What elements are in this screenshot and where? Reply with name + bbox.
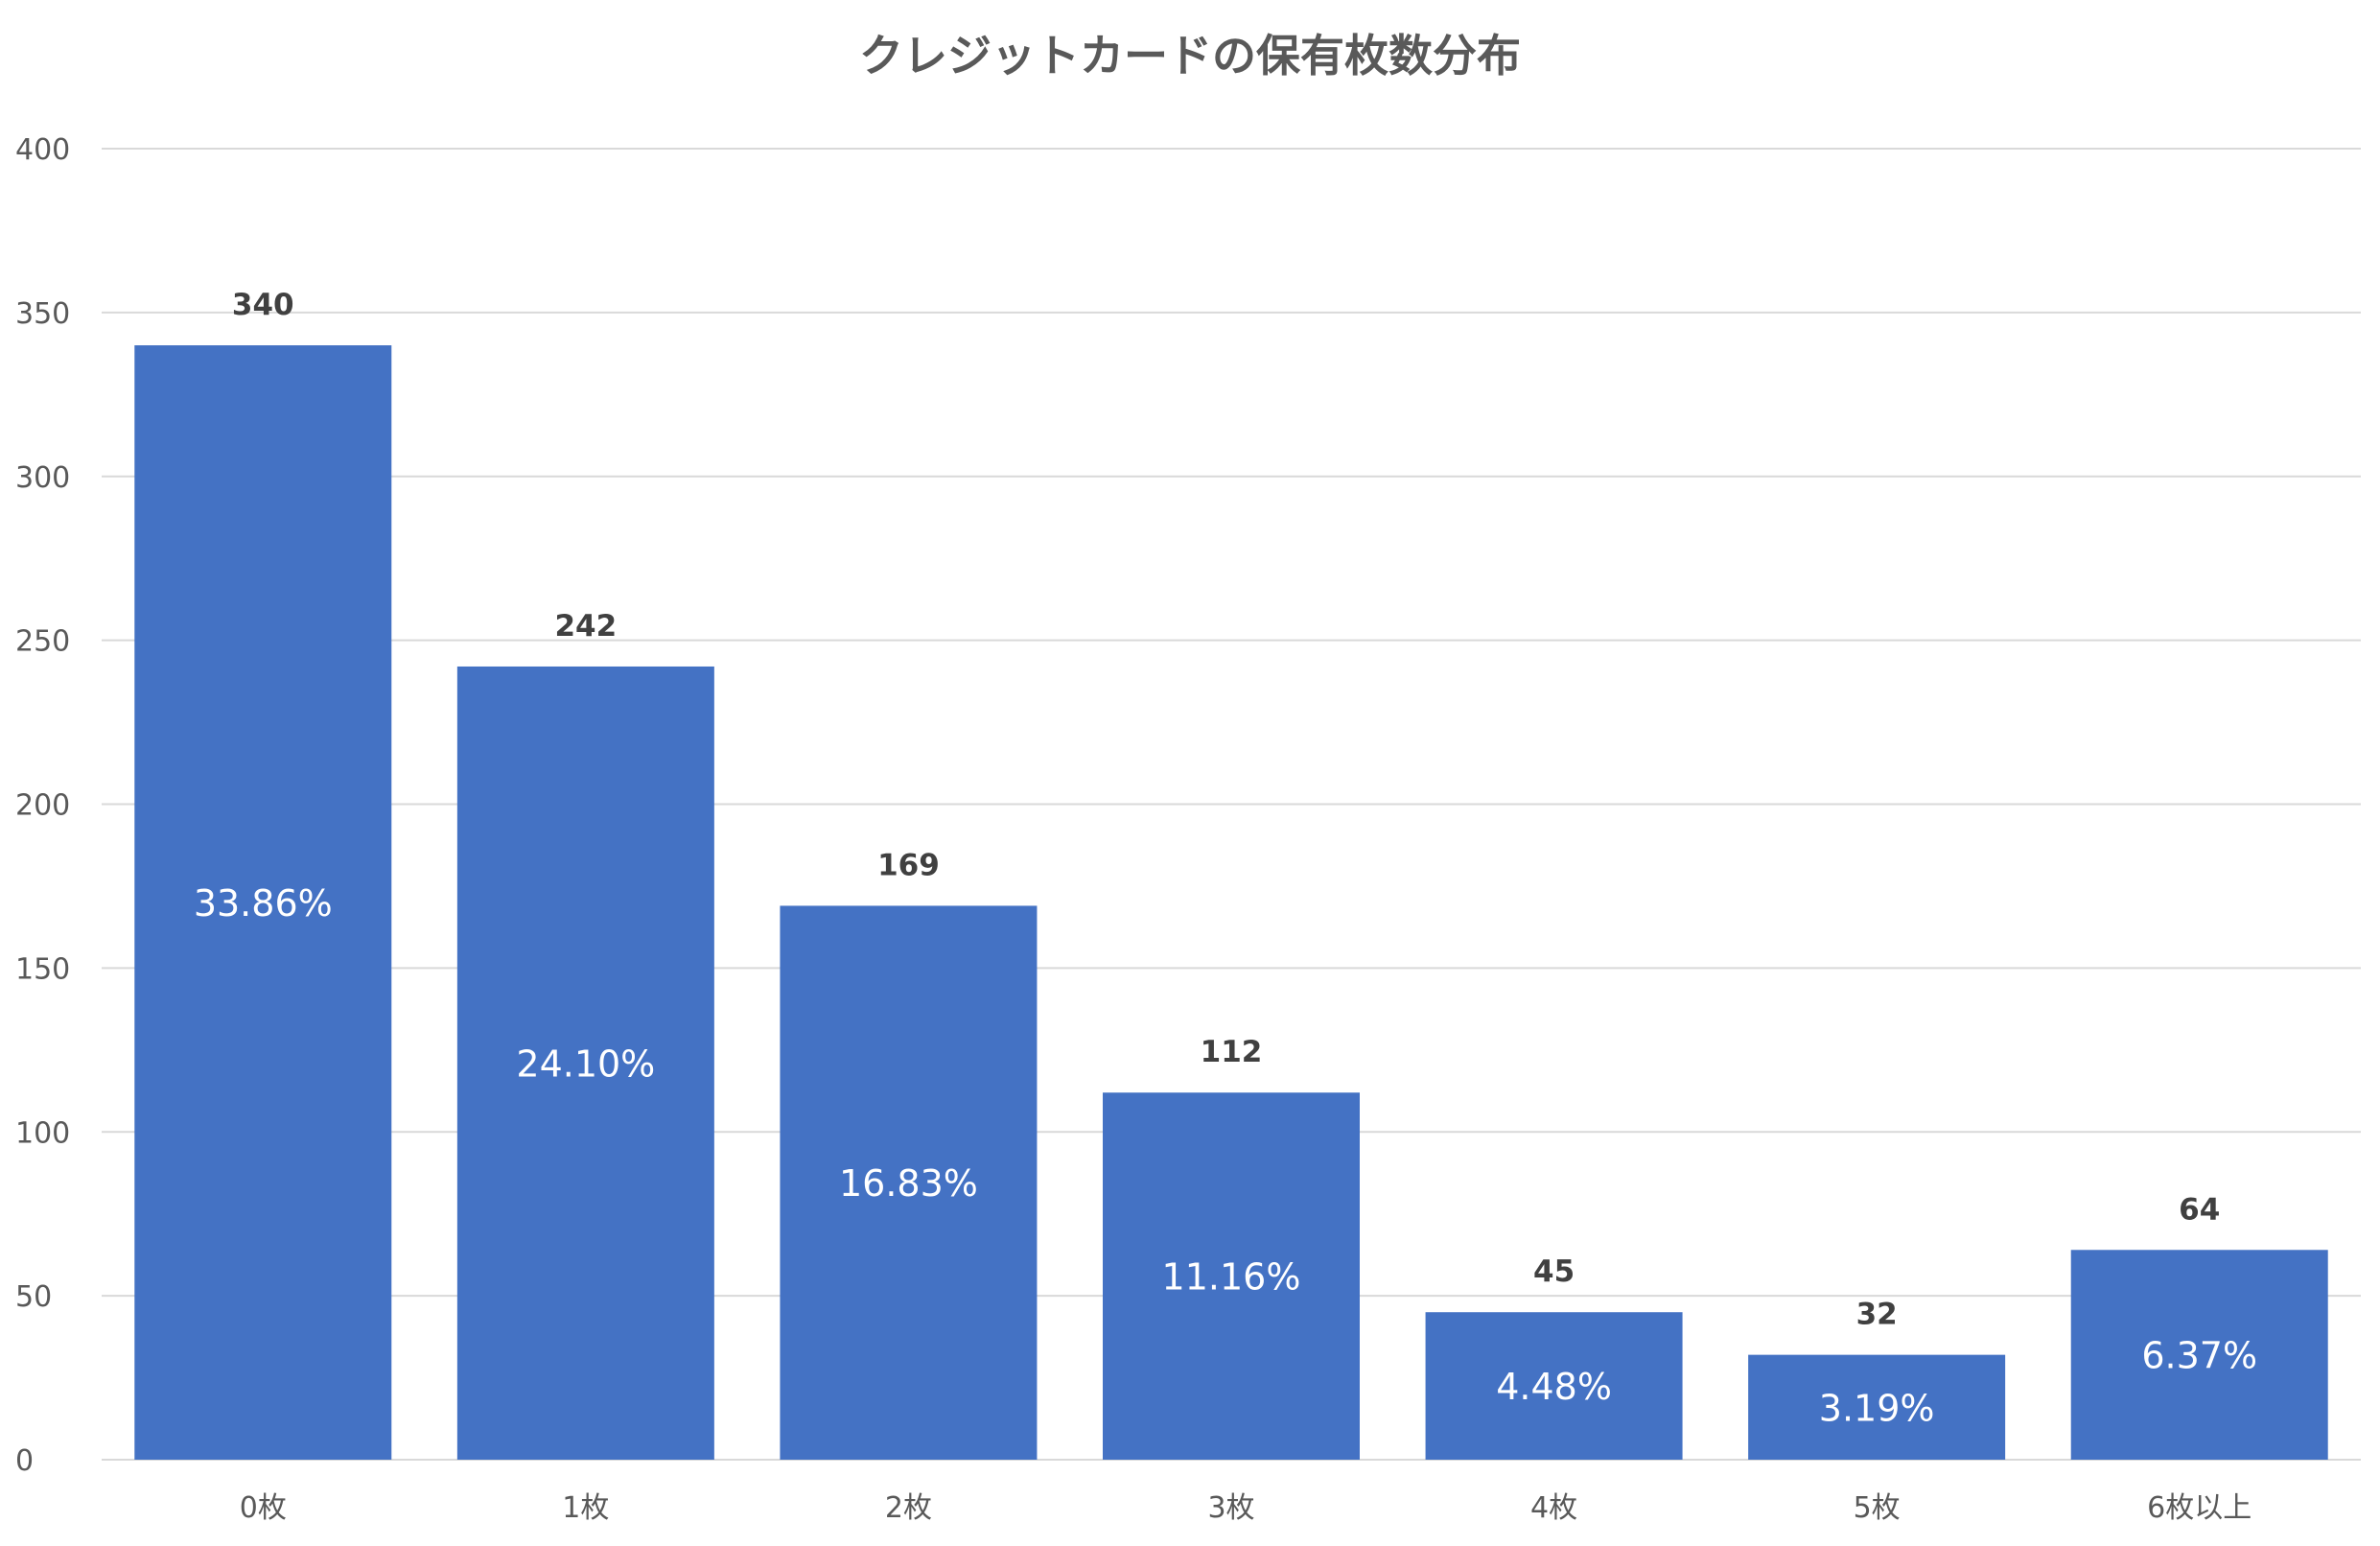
bars — [134, 345, 2328, 1460]
y-tick-label: 350 — [15, 297, 70, 331]
bar-value-label: 64 — [2179, 1192, 2220, 1227]
x-tick-label: 3枚 — [1207, 1491, 1254, 1525]
y-tick-label: 0 — [15, 1444, 34, 1478]
chart-title: クレジットカードの保有枚数分布 — [859, 30, 1521, 82]
x-tick-label: 2枚 — [885, 1491, 932, 1525]
x-tick-label: 0枚 — [240, 1491, 287, 1525]
bar-value-label: 45 — [1533, 1254, 1575, 1289]
bar — [780, 905, 1038, 1460]
bar-percent-label: 24.10% — [516, 1042, 655, 1085]
bar-percent-label: 6.37% — [2141, 1335, 2257, 1377]
data-labels: 340 33.86% 242 24.10% 169 16.83% 112 11.16% 45 4.… — [194, 288, 2257, 1429]
x-tick-label: 4枚 — [1530, 1491, 1577, 1525]
y-tick-label: 50 — [15, 1280, 52, 1314]
y-axis-tick-labels: 0 50 100 150 200 250 300 350 400 — [15, 133, 70, 1478]
x-tick-label: 5枚 — [1854, 1491, 1901, 1525]
y-tick-label: 300 — [15, 461, 70, 495]
bar-percent-label: 16.83% — [839, 1162, 978, 1205]
bar-value-label: 242 — [554, 609, 617, 644]
x-tick-label: 1枚 — [562, 1491, 609, 1525]
bar — [1103, 1092, 1360, 1460]
x-axis-tick-labels: 0枚 1枚 2枚 3枚 4枚 5枚 6枚以上 — [240, 1491, 2252, 1525]
bar-value-label: 112 — [1201, 1035, 1263, 1069]
bar-value-label: 169 — [877, 848, 940, 882]
bar — [2070, 1250, 2328, 1460]
bar-percent-label: 3.19% — [1819, 1387, 1935, 1429]
bar-percent-label: 33.86% — [194, 882, 333, 925]
bar — [1425, 1312, 1683, 1460]
bar-percent-label: 11.16% — [1162, 1256, 1301, 1299]
y-tick-label: 250 — [15, 625, 70, 659]
y-tick-label: 100 — [15, 1116, 70, 1150]
y-tick-label: 150 — [15, 952, 70, 986]
bar-percent-label: 4.48% — [1496, 1366, 1612, 1408]
bar — [1748, 1354, 2006, 1460]
y-tick-label: 400 — [15, 133, 70, 167]
bar — [456, 666, 714, 1460]
bar-value-label: 32 — [1856, 1298, 1898, 1332]
x-tick-label: 6枚以上 — [2147, 1491, 2252, 1525]
bar — [134, 345, 392, 1460]
y-tick-label: 200 — [15, 789, 70, 823]
bar-value-label: 340 — [232, 288, 294, 322]
